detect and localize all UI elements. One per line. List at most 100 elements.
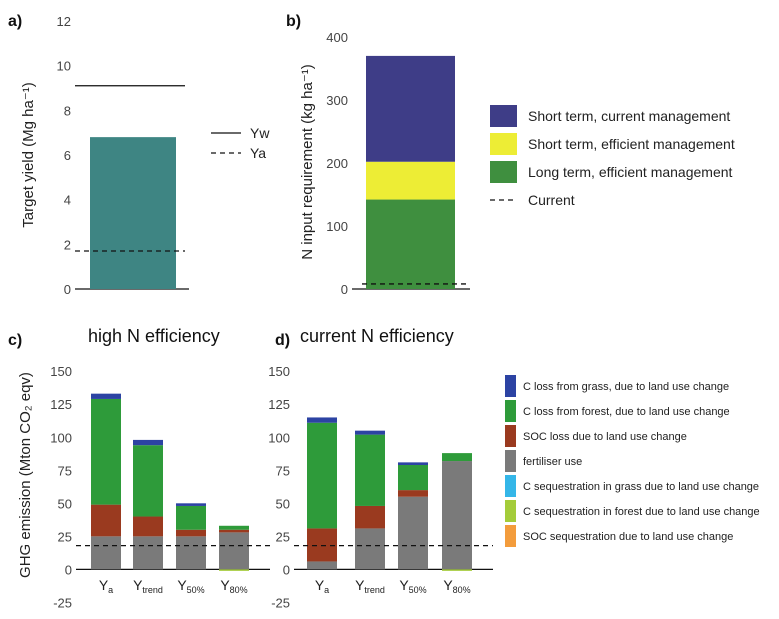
legend-b-label-2: Long term, efficient management xyxy=(528,164,733,180)
bar-c-2-fert xyxy=(176,536,206,570)
y-tick-c-1: 0 xyxy=(65,562,72,577)
legend-cd-label-soc_loss: SOC loss due to land use change xyxy=(523,431,687,443)
x-tick-d-0: Ya xyxy=(315,577,329,595)
plot-d: -25 0 25 50 75 100 125 150 Ya Ytrend Y50% Y80% xyxy=(268,364,493,610)
bar-d-3-c_forest xyxy=(442,453,472,462)
y-tick-d-4: 75 xyxy=(276,463,290,478)
bar-c-3-c_forest xyxy=(219,525,249,530)
y-tick-c-6: 125 xyxy=(50,397,72,412)
x-tick-c-0: Ya xyxy=(99,577,113,595)
bar-a xyxy=(90,137,176,289)
bar-c-1-c_grass xyxy=(133,439,163,446)
legend-cd-label-c_seq_grass: C sequestration in grass due to land use… xyxy=(523,481,759,493)
y-tick-c-7: 150 xyxy=(50,364,72,379)
legend-cd: C loss from grass, due to land use chang… xyxy=(505,375,760,547)
bar-d-2-c_forest xyxy=(398,465,428,491)
x-tick-d-2: Y50% xyxy=(399,577,426,595)
y-tick-b-4: 400 xyxy=(326,30,348,45)
y-tick-a-1: 2 xyxy=(64,237,71,252)
y-tick-d-2: 25 xyxy=(276,529,290,544)
y-tick-b-2: 200 xyxy=(326,156,348,171)
bar-c-1-fert xyxy=(133,536,163,570)
panel-letter-d: d) xyxy=(275,332,290,349)
bar-b-segment-2 xyxy=(366,55,455,162)
y-tick-b-3: 300 xyxy=(326,93,348,108)
legend-cd-label-c_grass: C loss from grass, due to land use chang… xyxy=(523,381,729,393)
x-tick-c-2: Y50% xyxy=(177,577,204,595)
panel-letter-a: a) xyxy=(8,13,22,30)
y-axis-title-c: GHG emission (Mton CO₂ eqv) xyxy=(17,372,34,578)
bar-d-0-c_forest xyxy=(307,422,337,529)
y-tick-a-2: 4 xyxy=(64,193,71,208)
x-tick-c-1: Ytrend xyxy=(133,577,163,595)
y-axis-title-b: N input requirement (kg ha⁻¹) xyxy=(299,64,316,260)
panel-letter-b: b) xyxy=(286,13,301,30)
bar-d-2-soc_loss xyxy=(398,490,428,497)
y-tick-c-0: -25 xyxy=(53,595,72,610)
bar-c-1-soc_loss xyxy=(133,516,163,537)
y-tick-d-6: 125 xyxy=(268,397,290,412)
bar-b-segment-1 xyxy=(366,161,455,200)
legend-a-label-1: Ya xyxy=(250,145,266,161)
legend-b-label-3: Current xyxy=(528,192,575,208)
y-tick-c-5: 100 xyxy=(50,430,72,445)
bar-d-3-fert xyxy=(442,461,472,570)
bar-c-0-c_grass xyxy=(91,393,121,399)
legend-b-label-1: Short term, efficient management xyxy=(528,136,735,152)
legend-cd-key-c_forest xyxy=(505,400,516,422)
plot-b: 0 100 200 300 400 xyxy=(326,30,470,297)
panel-letter-c: c) xyxy=(8,332,22,349)
bar-d-1-c_forest xyxy=(355,434,385,506)
bar-c-3-soc_loss xyxy=(219,529,249,533)
legend-cd-key-c_seq_grass xyxy=(505,475,516,497)
bar-d-2-fert xyxy=(398,496,428,570)
y-tick-c-2: 25 xyxy=(58,529,72,544)
bar-c-1-c_forest xyxy=(133,445,163,517)
x-tick-d-3: Y80% xyxy=(443,577,470,595)
legend-cd-key-c_seq_forest xyxy=(505,500,516,522)
legend-cd-label-c_seq_forest: C sequestration in forest due to land us… xyxy=(523,506,760,518)
y-tick-c-4: 75 xyxy=(58,463,72,478)
bar-d-0-fert xyxy=(307,561,337,570)
y-tick-d-5: 100 xyxy=(268,430,290,445)
panel-title-c: high N efficiency xyxy=(88,326,220,346)
bar-c-3-fert xyxy=(219,532,249,570)
legend-b-key-1 xyxy=(490,133,517,155)
legend-a-label-0: Yw xyxy=(250,125,270,141)
legend-a: Yw Ya xyxy=(211,125,270,161)
legend-cd-label-soc_seq: SOC sequestration due to land use change xyxy=(523,531,733,543)
x-tick-c-3: Y80% xyxy=(220,577,247,595)
bar-d-1-c_grass xyxy=(355,430,385,435)
y-tick-c-3: 50 xyxy=(58,496,72,511)
bar-b-segment-0 xyxy=(366,199,455,289)
x-tick-d-1: Ytrend xyxy=(355,577,385,595)
bar-c-2-c_forest xyxy=(176,505,206,530)
bar-c-0-c_forest xyxy=(91,398,121,505)
bar-c-0-soc_loss xyxy=(91,504,121,537)
bar-c-3-c_seq_forest xyxy=(219,569,249,571)
y-tick-a-0: 0 xyxy=(64,282,71,297)
legend-b-key-2 xyxy=(490,161,517,183)
y-tick-b-0: 0 xyxy=(341,282,348,297)
y-tick-a-5: 10 xyxy=(57,59,71,74)
y-tick-a-3: 6 xyxy=(64,148,71,163)
legend-cd-key-soc_loss xyxy=(505,425,516,447)
bar-c-2-c_grass xyxy=(176,503,206,506)
legend-cd-key-fert xyxy=(505,450,516,472)
panel-title-d: current N efficiency xyxy=(300,326,454,346)
plot-c: -25 0 25 50 75 100 125 150 Ya Ytrend Y50% Y80% xyxy=(50,364,270,610)
bar-c-2-soc_loss xyxy=(176,529,206,537)
y-tick-a-6: 12 xyxy=(57,14,71,29)
bar-d-0-c_grass xyxy=(307,417,337,423)
legend-cd-label-fert: fertiliser use xyxy=(523,456,582,468)
bar-c-0-fert xyxy=(91,536,121,570)
bar-d-1-soc_loss xyxy=(355,505,385,529)
legend-cd-key-soc_seq xyxy=(505,525,516,547)
y-tick-a-4: 8 xyxy=(64,103,71,118)
bar-d-2-c_grass xyxy=(398,462,428,466)
bar-d-0-soc_loss xyxy=(307,528,337,562)
legend-b-label-0: Short term, current management xyxy=(528,108,730,124)
y-tick-b-1: 100 xyxy=(326,219,348,234)
y-axis-title-a: Target yield (Mg ha⁻¹) xyxy=(20,82,37,227)
